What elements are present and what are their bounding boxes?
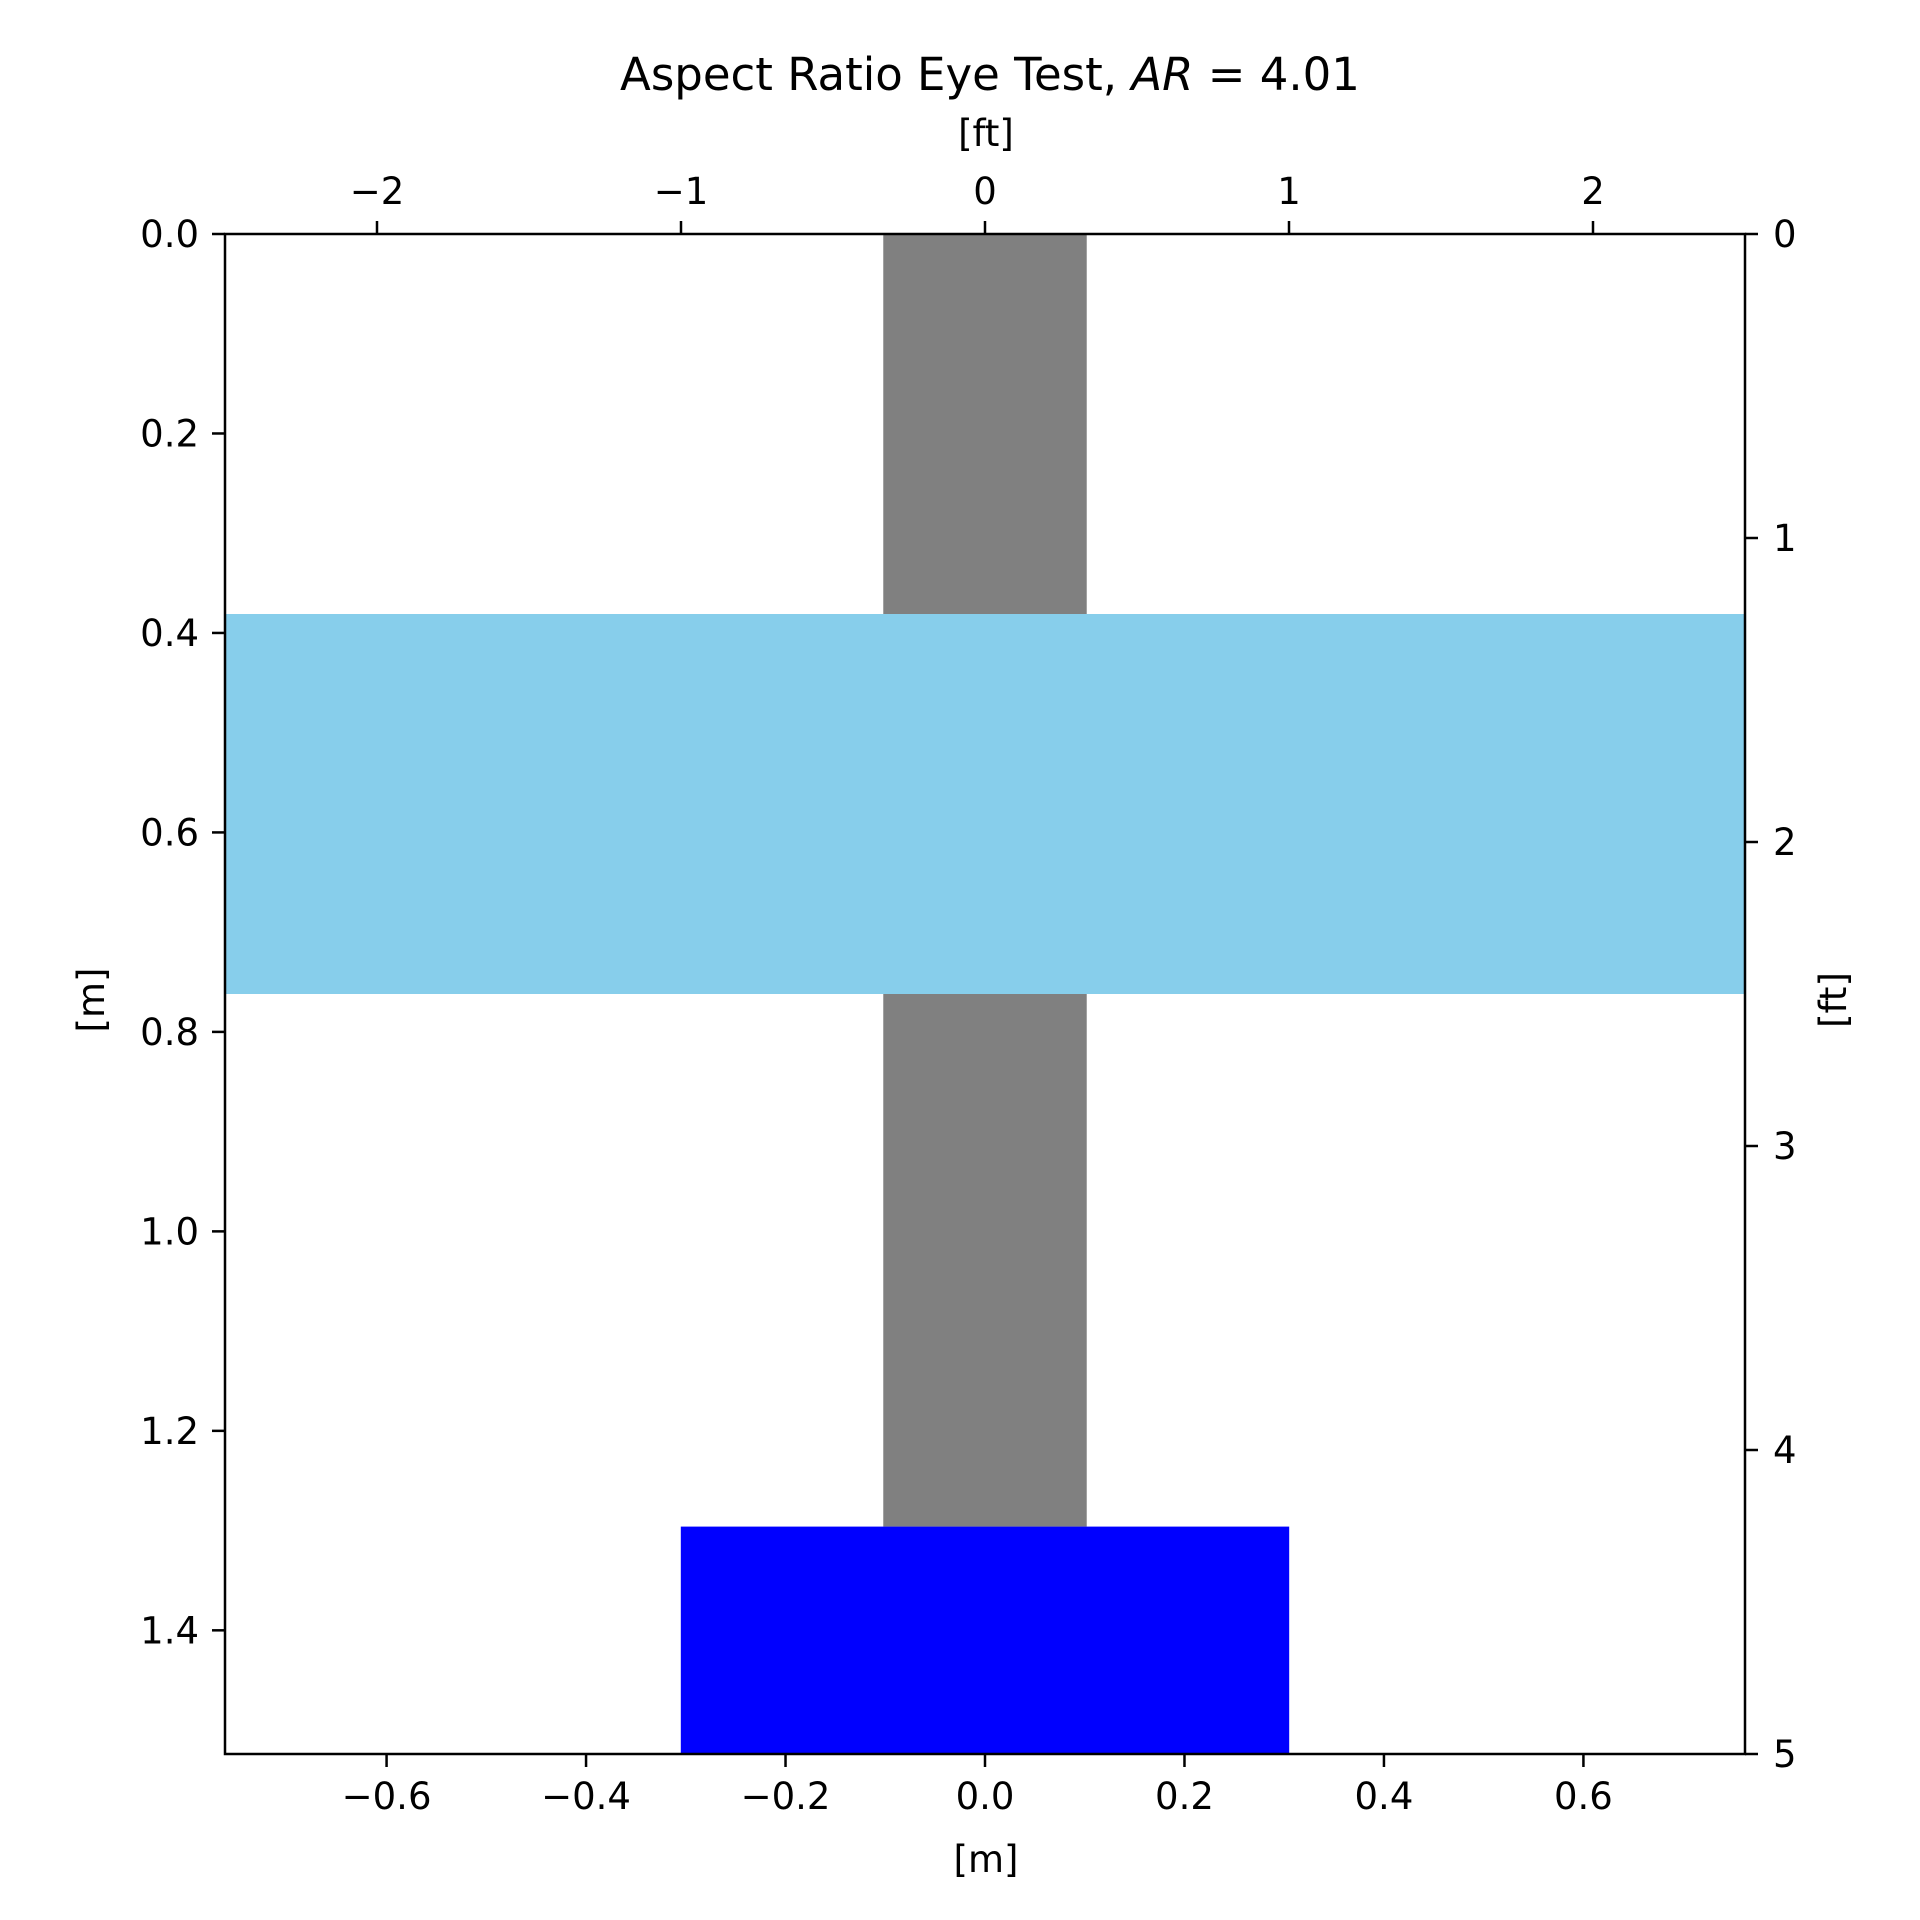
axes-layer: −0.6 −0.4 −0.2 0.0 0.2 0.4 0.6 −2 −1 0 1 2 0.0 0.2 0.4… [140,170,1796,1818]
x-tick-label: 0.2 [1155,1775,1214,1818]
y2-tick-label: 0 [1773,213,1797,256]
y-tick-label: 1.4 [140,1609,199,1652]
y-axis-label: [m] [70,968,113,1033]
tail-bar [680,1526,1290,1754]
x-tick-label: −0.6 [342,1775,432,1818]
x-tick-label: −0.2 [741,1775,831,1818]
x-tick-label: −0.4 [541,1775,631,1818]
y-tick-label: 0.8 [140,1011,199,1054]
chart-title-value: 4.01 [1260,48,1360,101]
y2-axis-label: [ft] [1812,972,1855,1028]
x-axis-label: [m] [954,1838,1019,1881]
wing-bar [225,614,1745,994]
x-tick-label: 0.4 [1355,1775,1414,1818]
chart-title: Aspect Ratio Eye Test, AR = 4.01 [620,48,1360,101]
chart-title-equals: = [1193,48,1259,101]
x2-tick-label: 2 [1581,170,1605,213]
y-tick-label: 0.4 [140,612,199,655]
y2-tick-label: 4 [1773,1429,1797,1472]
x2-axis-label: [ft] [958,112,1014,155]
y2-tick-label: 2 [1773,821,1797,864]
bars-layer [225,234,1745,1754]
x2-tick-label: −1 [654,170,709,213]
y-tick-label: 0.0 [140,213,199,256]
chart-title-var: AR [1128,48,1193,101]
x2-tick-label: 1 [1277,170,1301,213]
y2-tick-label: 3 [1773,1125,1797,1168]
y-tick-label: 1.0 [140,1210,199,1253]
y2-tick-label: 5 [1773,1733,1797,1776]
x2-tick-label: 0 [973,170,997,213]
x-tick-label: 0.6 [1554,1775,1613,1818]
y-tick-label: 1.2 [140,1410,199,1453]
chart-title-prefix: Aspect Ratio Eye Test, [620,48,1131,101]
y-tick-label: 0.2 [140,412,199,455]
x2-tick-label: −2 [350,170,405,213]
x-tick-label: 0.0 [956,1775,1015,1818]
y2-tick-label: 1 [1773,517,1797,560]
y-tick-label: 0.6 [140,811,199,854]
